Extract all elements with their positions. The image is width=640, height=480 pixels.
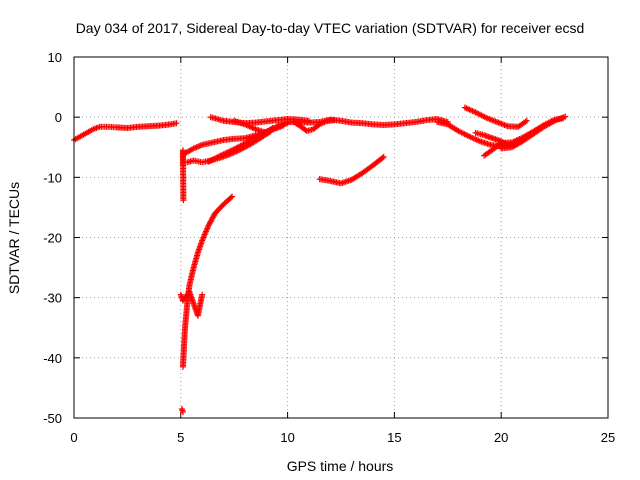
- data-point-late-tail-fill: [550, 118, 557, 125]
- x-tick-label: 25: [601, 430, 615, 445]
- y-tick-label: -10: [43, 170, 62, 185]
- y-axis-label: SDTVAR / TECUs: [6, 182, 22, 294]
- data-point-cross-arc: [269, 124, 276, 131]
- data-points: [71, 104, 569, 415]
- data-point-outliers: [179, 162, 186, 169]
- y-tick-label: -20: [43, 231, 62, 246]
- y-tick-label: 0: [55, 110, 62, 125]
- data-point-early-arc: [173, 120, 180, 127]
- grid: [74, 57, 608, 418]
- data-point-late-arc-2: [523, 117, 530, 124]
- y-tick-label: 10: [48, 50, 62, 65]
- data-point-dip-arc: [331, 117, 338, 124]
- data-point-late-tail: [562, 113, 569, 120]
- data-point-steep-rise-1-fill: [227, 194, 234, 201]
- plot-border: [73, 56, 609, 419]
- x-tick-label: 0: [70, 430, 77, 445]
- y-tick-label: -50: [43, 411, 62, 426]
- x-tick-label: 15: [387, 430, 401, 445]
- y-tick-label: -30: [43, 291, 62, 306]
- x-tick-label: 5: [177, 430, 184, 445]
- data-point-steep-rise-1: [229, 193, 236, 200]
- data-point-outliers: [179, 408, 186, 415]
- x-tick-label: 20: [494, 430, 508, 445]
- x-tick-label: 10: [280, 430, 294, 445]
- data-point-cross-arc-fill: [268, 125, 275, 132]
- y-tick-label: -40: [43, 351, 62, 366]
- ticks: 0 5 10 15 20 25 10 0 -10 -20 -30 -40 -50: [43, 50, 615, 445]
- x-axis-label: GPS time / hours: [287, 458, 394, 474]
- chart-title: Day 034 of 2017, Sidereal Day-to-day VTE…: [76, 20, 585, 36]
- data-point-mid-valley: [380, 153, 387, 160]
- data-point-steep-rise-2: [199, 291, 206, 298]
- data-point-mid-valley-fill: [379, 154, 386, 161]
